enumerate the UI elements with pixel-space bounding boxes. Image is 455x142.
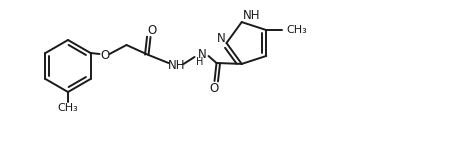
Text: CH₃: CH₃ <box>57 103 78 113</box>
Text: CH₃: CH₃ <box>285 25 306 35</box>
Text: NH: NH <box>243 9 260 22</box>
Text: O: O <box>208 82 217 94</box>
Text: O: O <box>100 49 109 61</box>
Text: N: N <box>198 48 207 60</box>
Text: O: O <box>147 23 156 36</box>
Text: NH: NH <box>167 59 185 72</box>
Text: N: N <box>217 32 225 44</box>
Text: H: H <box>195 57 203 67</box>
